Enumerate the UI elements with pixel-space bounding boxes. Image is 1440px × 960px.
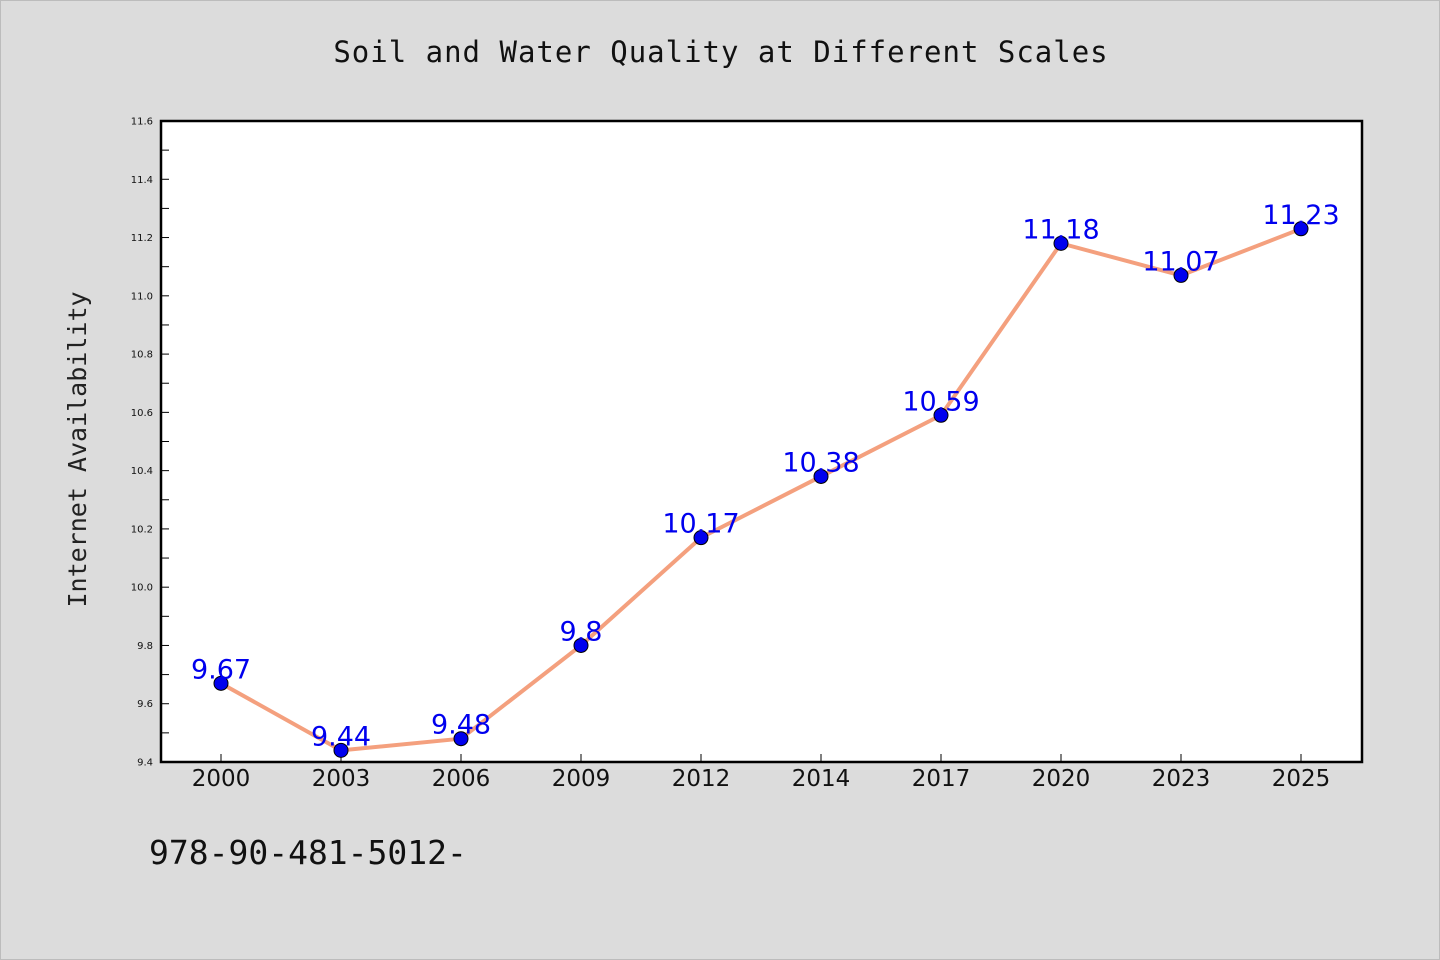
data-label: 10.59 [902,386,979,417]
x-tick-label: 2009 [552,766,611,792]
data-point [1293,221,1309,237]
data-point [1173,267,1189,283]
y-tick-label: 9.6 [137,699,153,710]
data-label: 11.23 [1262,200,1339,231]
series-layer: 9.67 9.44 9.48 9.8 10.17 10.38 10.59 11.18 11.07… [191,200,1340,758]
x-tick-label: 2012 [672,766,731,792]
data-point [573,637,589,653]
y-tick-label: 9.4 [137,758,153,769]
x-tick-label: 2000 [192,766,251,792]
data-label: 10.17 [662,509,739,540]
x-tick-label: 2020 [1032,766,1091,792]
y-tick-label: 10.4 [131,466,153,477]
x-tick-label: 2023 [1152,766,1211,792]
y-tick-label: 10.0 [131,583,153,594]
plot-area [161,121,1362,762]
data-label: 9.48 [431,710,491,741]
x-tick-label: 2025 [1272,766,1331,792]
footer-code: 978-90-481-5012- [149,833,467,872]
data-point [213,675,229,691]
data-label: 9.67 [191,654,251,685]
x-tick-label: 2014 [792,766,851,792]
y-tick-label: 11.4 [131,175,153,186]
data-label: 11.18 [1022,214,1099,245]
chart-title: Soil and Water Quality at Different Scal… [333,35,1109,69]
y-tick-label: 10.2 [131,524,153,535]
y-tick-label: 9.8 [137,641,153,652]
x-tick-label: 2003 [312,766,371,792]
data-point [813,468,829,484]
data-label: 10.38 [782,447,859,478]
y-axis-label: Internet Availability [63,291,92,607]
series-line [219,226,1303,753]
data-label: 9.44 [311,721,371,752]
data-point [1053,235,1069,251]
plot-frame [159,119,1364,764]
x-tick-label: 2017 [912,766,971,792]
y-tick-label: 10.6 [131,408,153,419]
y-tick-label: 10.8 [131,350,153,361]
data-point [453,731,469,747]
y-tick-label: 11.0 [131,291,153,302]
data-point [693,530,709,546]
x-tick-label: 2006 [432,766,491,792]
y-axis: 9.4 9.6 9.8 10.0 10.2 10.4 10.6 10.8 11.0 11.2 11.… [131,117,169,769]
data-point [333,742,349,758]
data-label: 9.8 [560,616,603,647]
y-tick-label: 11.6 [131,117,153,128]
x-axis: 2000 2003 2006 2009 2012 2014 2017 2020 2023 2025 [192,754,1331,792]
data-point [933,407,949,423]
y-tick-label: 11.2 [131,233,153,244]
data-label: 11.07 [1142,246,1219,277]
